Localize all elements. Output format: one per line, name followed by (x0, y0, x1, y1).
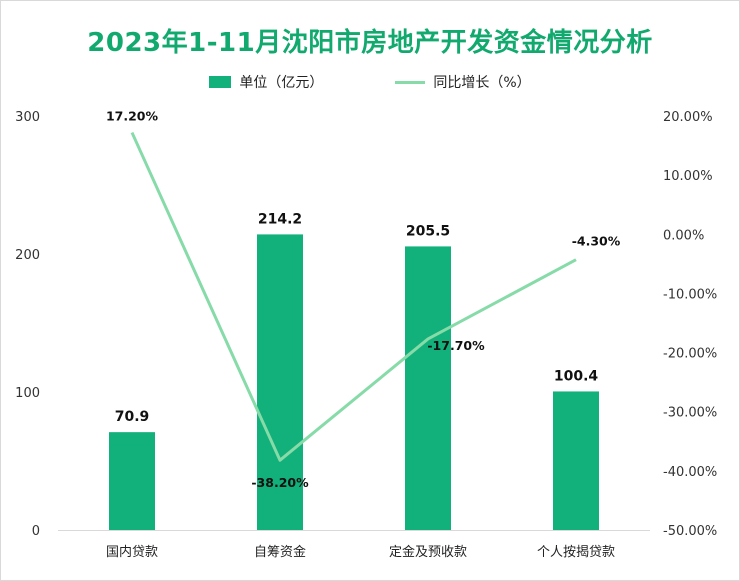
bar (405, 246, 451, 530)
legend-item-bar: 单位（亿元） (209, 72, 323, 92)
bar-value-label: 70.9 (115, 409, 150, 425)
y-right-tick-label: -20.00% (663, 347, 717, 362)
line-value-label: -4.30% (572, 234, 621, 249)
y-left-tick-label: 100 (15, 386, 40, 401)
legend-label-bar: 单位（亿元） (239, 75, 324, 91)
bar-value-label: 205.5 (406, 223, 450, 239)
y-left-tick-label: 300 (15, 110, 40, 125)
x-category-label: 自筹资金 (254, 544, 306, 560)
line-value-label: 17.20% (106, 109, 159, 124)
legend-swatch-bar (209, 76, 232, 88)
legend-item-line: 同比增长（%） (395, 72, 531, 92)
chart-title: 2023年1-11月沈阳市房地产开发资金情况分析 (87, 28, 653, 58)
y-right-tick-label: -10.00% (663, 287, 717, 302)
x-category-label: 定金及预收款 (389, 544, 467, 560)
bar-value-label: 100.4 (554, 368, 599, 384)
legend-swatch-line (395, 80, 426, 84)
y-right-tick-label: 10.00% (663, 169, 713, 184)
line-value-label: -38.20% (251, 475, 309, 490)
bar (553, 391, 599, 530)
x-category-label: 个人按揭贷款 (537, 545, 615, 560)
line-value-label: -17.70% (427, 338, 485, 353)
y-right-tick-label: -40.00% (663, 465, 717, 480)
y-left-tick-label: 200 (15, 248, 40, 263)
legend: 单位（亿元） 同比增长（%） (0, 72, 740, 92)
y-right-tick-label: -50.00% (663, 524, 717, 539)
legend-label-line: 同比增长（%） (433, 75, 531, 91)
bar-value-label: 214.2 (258, 211, 302, 227)
y-right-tick-label: -30.00% (663, 406, 717, 421)
y-right-tick-label: 0.00% (663, 228, 704, 243)
growth-line (130, 131, 577, 462)
y-right-tick-label: 20.00% (663, 110, 713, 125)
x-category-label: 国内贷款 (106, 544, 158, 560)
y-left-tick-label: 0 (32, 524, 40, 539)
bar (257, 234, 303, 531)
bar (109, 432, 155, 530)
